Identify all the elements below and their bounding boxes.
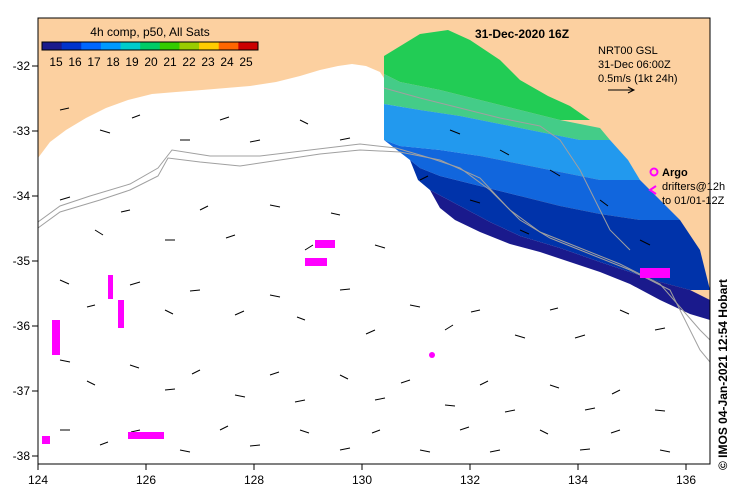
x-tick-label: 130 xyxy=(352,473,372,487)
y-tick-label: -37 xyxy=(13,384,31,398)
current-model-label: NRT00 GSL xyxy=(598,45,658,57)
imos-credit: © IMOS 04-Jan-2021 12:54 Hobart xyxy=(716,279,730,470)
x-tick-label: 128 xyxy=(244,473,264,487)
sst-tick-label: 18 xyxy=(106,55,120,69)
axis-ticks xyxy=(32,65,687,470)
x-tick-label: 136 xyxy=(676,473,696,487)
sst-tick-label: 21 xyxy=(163,55,177,69)
sst-tick-label: 23 xyxy=(201,55,215,69)
colorbar-segment xyxy=(199,42,220,50)
bathymetry-contours xyxy=(38,87,710,363)
drifter-arrow-icon xyxy=(648,185,657,195)
y-tick-label: -35 xyxy=(13,254,31,268)
y-tick-label: -33 xyxy=(13,124,31,138)
x-tick-label: 124 xyxy=(28,473,48,487)
y-tick-label: -36 xyxy=(13,319,31,333)
sst-tick-label: 24 xyxy=(220,55,234,69)
current-scale-arrow-icon xyxy=(608,86,636,94)
x-tick-label: 132 xyxy=(460,473,480,487)
current-vector-field xyxy=(59,107,671,453)
sst-colorbar xyxy=(42,42,259,50)
current-info: NRT00 GSL 31-Dec 06:00Z 0.5m/s (1kt 24h) xyxy=(598,45,677,94)
current-time-label: 31-Dec 06:00Z xyxy=(598,59,671,71)
colorbar-segment xyxy=(42,42,63,50)
sst-tick-label: 19 xyxy=(125,55,139,69)
map-date-title: 31-Dec-2020 16Z xyxy=(475,27,569,41)
argo-marker-icon xyxy=(649,167,659,177)
sst-data-layer xyxy=(384,30,710,320)
colorbar-segment xyxy=(100,42,122,50)
composite-label: 4h comp, p50, All Sats xyxy=(90,25,209,39)
argo-legend: Argo drifters@12h to 01/01-12Z xyxy=(648,167,725,207)
sst-tick-label: 22 xyxy=(182,55,196,69)
sst-tick-label: 20 xyxy=(144,55,158,69)
y-tick-label: -38 xyxy=(13,449,31,463)
sst-tick-label: 16 xyxy=(68,55,82,69)
argo-drifters-date: to 01/01-12Z xyxy=(662,195,725,207)
colorbar-segment xyxy=(81,42,102,50)
y-tick-label: -32 xyxy=(13,59,31,73)
argo-drifter-tracks xyxy=(42,240,670,444)
colorbar-segment xyxy=(238,42,259,50)
current-scale-label: 0.5m/s (1kt 24h) xyxy=(598,73,677,85)
sst-tick-label: 15 xyxy=(49,55,63,69)
plot-frame xyxy=(37,17,711,465)
sst-tick-label: 17 xyxy=(87,55,101,69)
colorbar-segment xyxy=(218,42,239,50)
sst-color-legend: 4h comp, p50, All Sats 15 16 17 18 19 20… xyxy=(41,25,259,69)
x-tick-label: 126 xyxy=(136,473,156,487)
argo-label: Argo xyxy=(662,167,688,179)
argo-drifters-label: drifters@12h xyxy=(662,181,725,193)
x-tick-label: 134 xyxy=(568,473,588,487)
y-tick-label: -34 xyxy=(13,189,31,203)
colorbar-segment xyxy=(61,42,82,50)
colorbar-segment xyxy=(179,42,200,50)
colorbar-segment xyxy=(120,42,141,50)
colorbar-segment xyxy=(140,42,161,50)
colorbar-segment xyxy=(159,42,180,50)
sst-tick-label: 25 xyxy=(239,55,253,69)
